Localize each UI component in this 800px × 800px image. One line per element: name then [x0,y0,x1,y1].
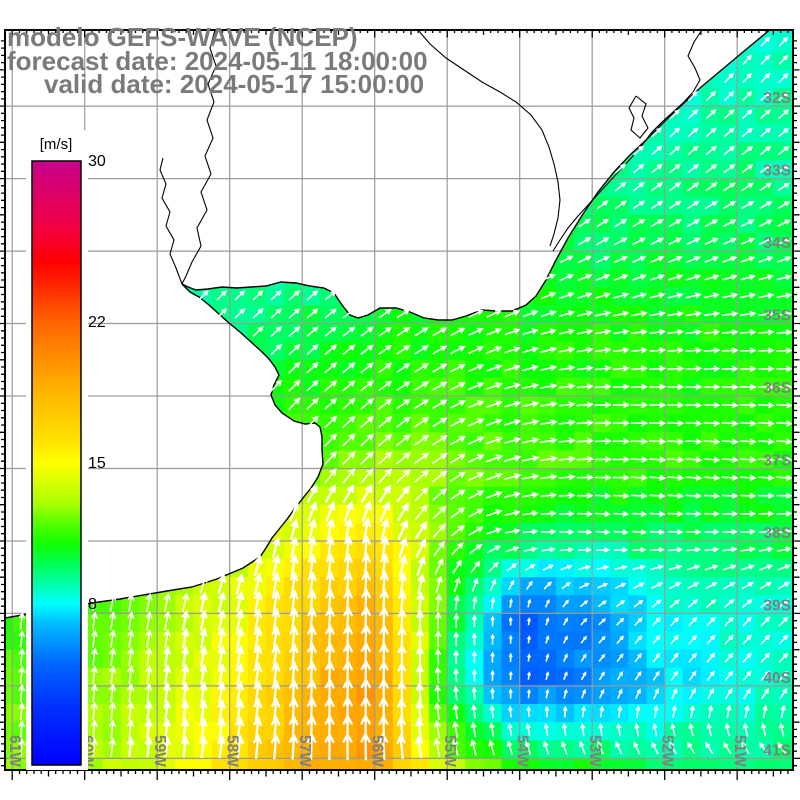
lon-label: 57W [296,735,313,767]
lon-label: 56W [369,735,386,767]
wind-direction-arrows [18,36,793,761]
lat-label: 34S [763,235,791,252]
lat-label: 33S [763,163,791,180]
longitude-labels: 61W60W59W58W57W56W55W54W53W52W51W [6,735,748,767]
colorbar-tick-label: 22 [88,314,106,331]
colorbar: [m/s] 30 22 15 8 [26,130,106,770]
map-border [4,29,794,771]
lon-label: 54W [514,735,531,767]
lon-label: 58W [224,735,241,767]
lat-label: 32S [763,90,791,107]
land-mask [5,30,770,618]
rivers-and-lagoons [159,30,703,285]
colorbar-unit-label: [m/s] [40,136,73,153]
lat-label: 41S [763,742,791,759]
lat-label: 38S [763,525,791,542]
lat-label: 39S [763,597,791,614]
lon-label: 59W [151,735,168,767]
lat-label: 40S [763,670,791,687]
axis-ticks [0,30,800,780]
lon-label: 51W [731,735,748,767]
lat-label: 37S [763,453,791,470]
lat-label: 35S [763,308,791,325]
latitude-labels: 32S 33S 34S 35S 36S 37S 38S 39S 40S 41S [763,90,791,759]
colorbar-gradient [31,160,82,766]
lon-label: 52W [659,735,676,767]
lon-label: 61W [6,735,23,767]
lon-label: 55W [441,735,458,767]
lon-label: 53W [586,735,603,767]
colorbar-tick-label: 30 [88,153,106,170]
colorbar-tick-label: 15 [88,455,106,472]
colorbar-tick-label: 8 [88,596,97,613]
lat-label: 36S [763,380,791,397]
